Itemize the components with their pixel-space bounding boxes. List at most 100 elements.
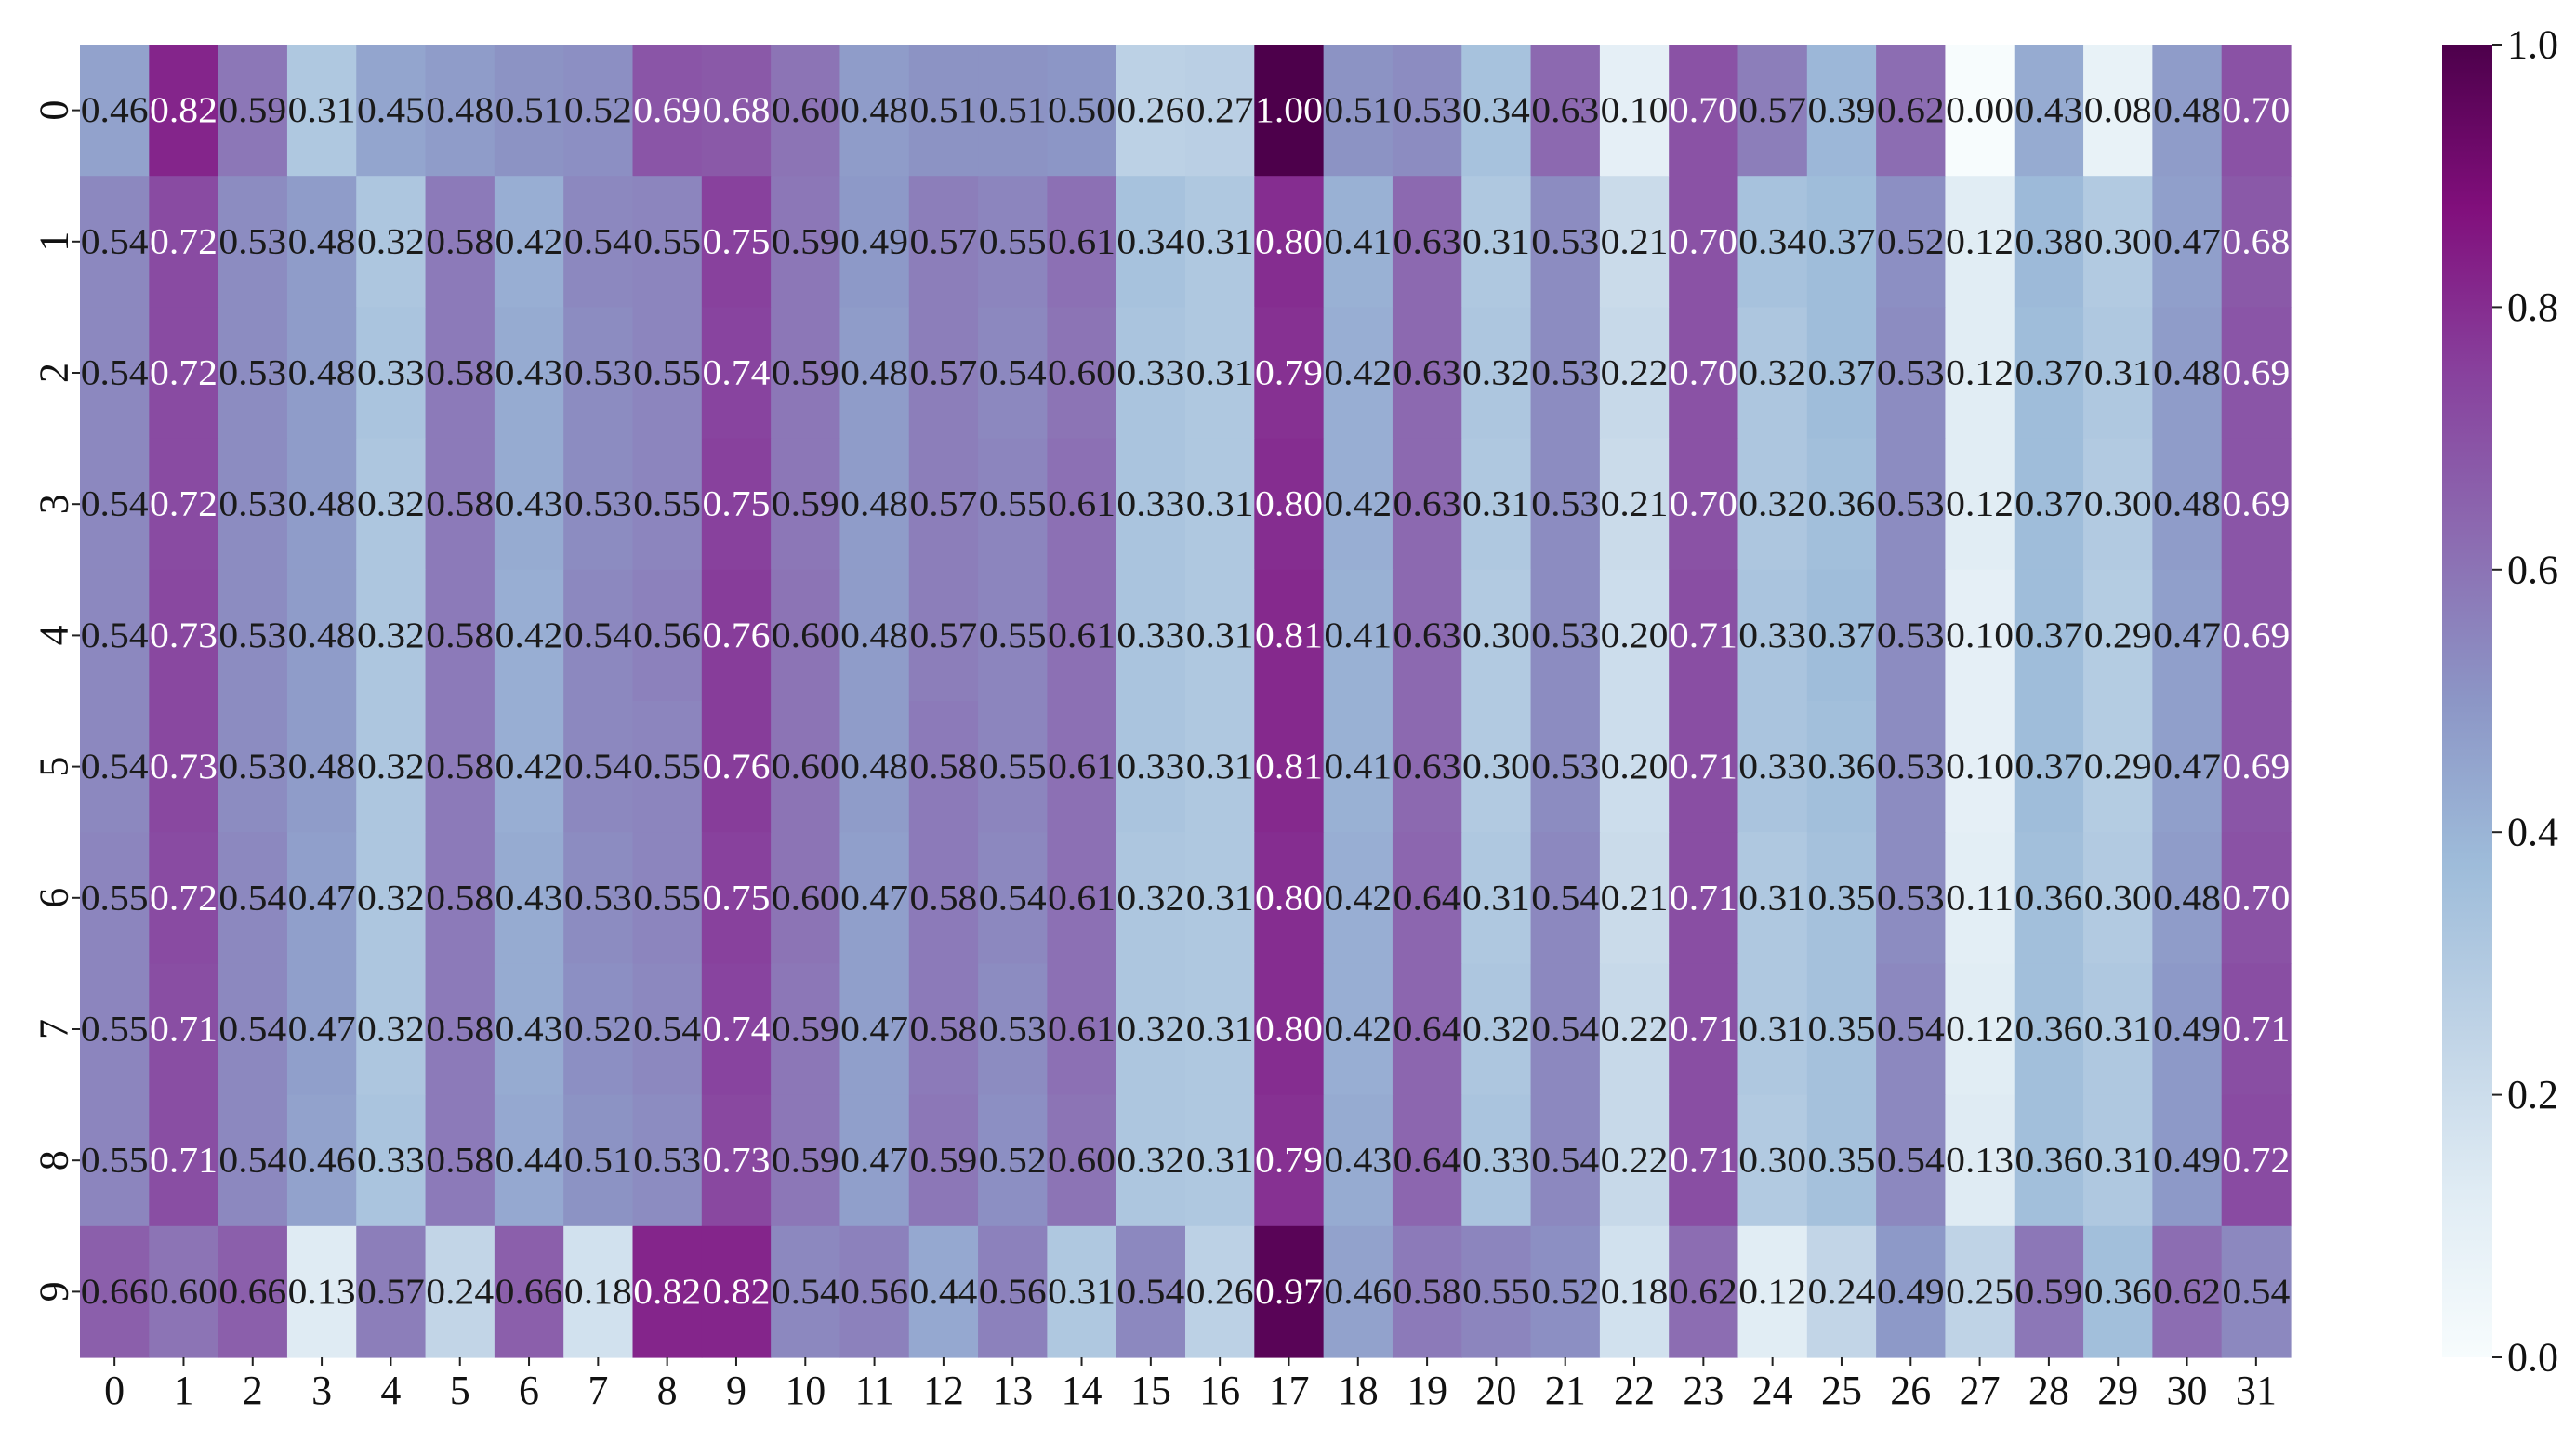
cell-value-label: 0.12 [1946, 1010, 2014, 1050]
cell-value-label: 0.58 [426, 484, 494, 524]
cell-value-label: 0.47 [2153, 747, 2221, 787]
heatmap-cell-r9-c7 [563, 1225, 634, 1358]
cell-value-label: 0.52 [1531, 1272, 1599, 1312]
heatmap-cell-r2-c1 [149, 307, 219, 440]
cell-value-label: 0.47 [2153, 615, 2221, 655]
cell-value-label: 0.31 [1186, 1141, 1254, 1181]
x-tick-label: 31 [2236, 1368, 2277, 1413]
heatmap-cell-r9-c31 [2221, 1225, 2292, 1358]
heatmap-cell-r9-c8 [632, 1225, 703, 1358]
cell-value-label: 0.66 [81, 1272, 149, 1312]
heatmap-cell-r4-c18 [1323, 569, 1394, 702]
heatmap-cell-r4-c15 [1116, 569, 1186, 702]
cell-value-label: 0.54 [772, 1272, 839, 1312]
cell-value-label: 0.48 [288, 353, 356, 393]
heatmap-cell-r7-c23 [1669, 963, 1739, 1096]
cell-value-label: 0.36 [1808, 484, 1876, 524]
x-tick-label: 26 [1890, 1368, 1931, 1413]
heatmap-cell-r1-c23 [1669, 176, 1739, 308]
cell-value-label: 0.58 [1394, 1272, 1461, 1312]
cell-value-label: 0.60 [772, 747, 839, 787]
cell-value-label: 0.52 [564, 1010, 632, 1050]
cell-value-label: 0.42 [1324, 1010, 1392, 1050]
cell-value-label: 0.32 [357, 1010, 425, 1050]
colorbar-tick-label: 0.8 [2507, 284, 2558, 330]
cell-value-label: 0.68 [703, 90, 771, 130]
cell-value-label: 0.71 [150, 1010, 218, 1050]
heatmap-cell-r7-c6 [494, 963, 564, 1096]
cell-value-label: 0.58 [909, 1010, 977, 1050]
heatmap-cell-r7-c10 [771, 963, 841, 1096]
heatmap-cell-r4-c4 [356, 569, 427, 702]
cell-value-label: 0.55 [979, 221, 1047, 261]
cell-value-label: 0.75 [703, 221, 771, 261]
heatmap-cell-r7-c20 [1461, 963, 1532, 1096]
cell-value-label: 0.80 [1255, 484, 1323, 524]
x-tick-label: 6 [519, 1368, 539, 1413]
cell-value-label: 0.21 [1601, 878, 1669, 918]
cell-value-label: 0.54 [564, 221, 632, 261]
heatmap-cell-r1-c4 [356, 176, 427, 308]
heatmap-cell-r9-c21 [1530, 1225, 1601, 1358]
cell-value-label: 0.54 [81, 615, 149, 655]
heatmap-cell-r4-c30 [2152, 569, 2223, 702]
cell-value-label: 0.69 [2222, 353, 2290, 393]
cell-value-label: 0.71 [1670, 1141, 1737, 1181]
x-tick-label: 1 [173, 1368, 193, 1413]
cell-value-label: 0.79 [1255, 353, 1323, 393]
heatmap-cell-r6-c27 [1945, 832, 2015, 964]
cell-value-label: 0.55 [81, 878, 149, 918]
heatmap-cell-r6-c20 [1461, 832, 1532, 964]
cell-value-label: 0.42 [1324, 484, 1392, 524]
heatmap-cell-r0-c29 [2083, 45, 2153, 177]
cell-value-label: 0.56 [633, 615, 701, 655]
cell-value-label: 0.47 [288, 1010, 356, 1050]
heatmap-cell-r2-c9 [701, 307, 772, 440]
heatmap-cell-r1-c24 [1737, 176, 1808, 308]
cell-value-label: 0.60 [1048, 1141, 1116, 1181]
cell-value-label: 0.12 [1946, 353, 2014, 393]
cell-value-label: 0.59 [218, 90, 286, 130]
cell-value-label: 0.12 [1946, 221, 2014, 261]
cell-value-label: 0.55 [633, 484, 701, 524]
heatmap-cell-r5-c4 [356, 701, 427, 833]
cell-value-label: 0.63 [1394, 353, 1461, 393]
heatmap-cell-r8-c24 [1737, 1094, 1808, 1227]
cell-value-label: 0.53 [979, 1010, 1047, 1050]
cell-value-label: 0.20 [1601, 615, 1669, 655]
heatmap-cell-r7-c25 [1806, 963, 1877, 1096]
heatmap-cell-r9-c2 [218, 1225, 288, 1358]
cell-value-label: 0.31 [1186, 878, 1254, 918]
cell-value-label: 0.71 [1670, 615, 1737, 655]
heatmap-cell-r6-c14 [1047, 832, 1117, 964]
cell-value-label: 0.63 [1394, 747, 1461, 787]
cell-value-label: 0.64 [1394, 1010, 1461, 1050]
heatmap-cell-r3-c28 [2014, 438, 2084, 571]
heatmap-cell-r1-c10 [771, 176, 841, 308]
heatmap-cell-r2-c19 [1392, 307, 1462, 440]
heatmap-cell-r4-c29 [2083, 569, 2153, 702]
heatmap-cell-r2-c3 [286, 307, 357, 440]
heatmap-cell-r6-c19 [1392, 832, 1462, 964]
heatmap-cell-r0-c3 [286, 45, 357, 177]
cell-value-label: 0.66 [218, 1272, 286, 1312]
cell-value-label: 0.63 [1531, 90, 1599, 130]
heatmap-cell-r5-c16 [1185, 701, 1255, 833]
heatmap-cell-r1-c31 [2221, 176, 2292, 308]
heatmap-cell-r2-c8 [632, 307, 703, 440]
heatmap-cell-r0-c17 [1254, 45, 1325, 177]
cell-value-label: 0.48 [2153, 878, 2221, 918]
heatmap-cell-r2-c6 [494, 307, 564, 440]
cell-value-label: 0.31 [1186, 484, 1254, 524]
heatmap-cell-r1-c16 [1185, 176, 1255, 308]
heatmap-cell-r8-c13 [978, 1094, 1048, 1227]
heatmap-cell-r3-c21 [1530, 438, 1601, 571]
heatmap-cell-r2-c7 [563, 307, 634, 440]
heatmap-cell-r2-c4 [356, 307, 427, 440]
cell-value-label: 0.66 [495, 1272, 563, 1312]
cell-value-label: 0.30 [1462, 615, 1530, 655]
heatmap-cell-r5-c11 [839, 701, 910, 833]
heatmap-cell-r6-c5 [425, 832, 495, 964]
colorbar-gradient [2442, 45, 2492, 1357]
colorbar-tick-label: 0.4 [2507, 810, 2558, 855]
